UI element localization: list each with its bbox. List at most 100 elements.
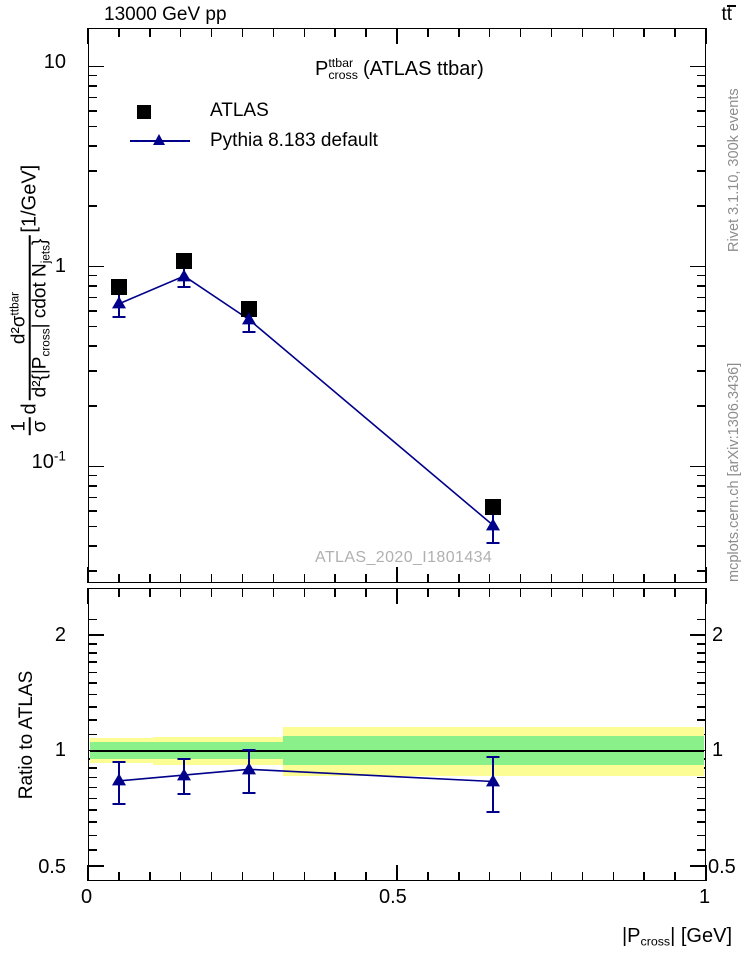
axis-tick bbox=[697, 809, 706, 811]
axis-tick bbox=[88, 474, 97, 477]
legend-item-pythia[interactable]: Pythia 8.183 default bbox=[130, 126, 378, 156]
axis-tick bbox=[697, 821, 706, 823]
axis-tick bbox=[458, 28, 460, 37]
axis-tick bbox=[88, 661, 97, 664]
axis-tick bbox=[697, 145, 706, 147]
axis-tick bbox=[88, 65, 104, 68]
axis-tick bbox=[697, 370, 706, 372]
axis-tick bbox=[88, 465, 104, 468]
axis-tick bbox=[303, 588, 306, 597]
axis-tick bbox=[396, 567, 398, 583]
axis-tick bbox=[697, 797, 706, 800]
axis-tick bbox=[690, 65, 706, 68]
axis-tick bbox=[458, 872, 460, 881]
ratio-error-cap-top bbox=[242, 748, 256, 751]
main-plot-area bbox=[90, 30, 705, 582]
axis-tick bbox=[427, 574, 429, 583]
axis-tick bbox=[88, 642, 97, 645]
axis-tick bbox=[427, 588, 429, 597]
axis-tick bbox=[427, 28, 429, 37]
axis-tick bbox=[88, 786, 97, 789]
axis-tick bbox=[458, 588, 460, 597]
beam-energy-label: 13000 GeV pp bbox=[104, 4, 227, 25]
axis-tick bbox=[690, 864, 706, 867]
axis-tick bbox=[334, 28, 336, 37]
axis-tick bbox=[272, 28, 275, 37]
axis-tick bbox=[690, 465, 706, 468]
mc-polyline bbox=[118, 274, 494, 526]
axis-tick bbox=[303, 574, 306, 583]
axis-tick bbox=[88, 170, 97, 172]
axis-tick bbox=[88, 145, 97, 147]
axis-tick bbox=[88, 651, 97, 654]
axis-tick bbox=[697, 849, 706, 851]
atlas-marker bbox=[175, 252, 192, 269]
axis-tick bbox=[88, 809, 97, 811]
ratio-error-cap-bottom bbox=[242, 791, 256, 794]
ratio-error-cap-bottom bbox=[177, 792, 191, 795]
axis-tick bbox=[118, 28, 120, 37]
axis-tick bbox=[365, 574, 367, 583]
axis-tick bbox=[697, 96, 706, 99]
axis-tick bbox=[88, 296, 97, 299]
axis-tick bbox=[179, 574, 182, 583]
axis-tick bbox=[88, 405, 97, 408]
axis-tick bbox=[88, 776, 97, 779]
axis-tick bbox=[88, 325, 97, 328]
axis-tick bbox=[697, 170, 706, 172]
axis-tick bbox=[149, 588, 151, 597]
axis-tick bbox=[365, 28, 367, 37]
ratio-mc-polyline bbox=[118, 768, 493, 782]
ratio-error-cap-bottom bbox=[112, 802, 126, 805]
legend-marker-line-triangle bbox=[130, 131, 200, 151]
axis-tick bbox=[643, 872, 645, 881]
mc-error-cap-bottom bbox=[242, 331, 256, 334]
axis-tick bbox=[365, 588, 367, 597]
atlas-marker bbox=[484, 498, 501, 515]
axis-tick bbox=[149, 872, 151, 881]
axis-tick bbox=[581, 574, 584, 583]
axis-tick bbox=[697, 786, 706, 789]
axis-tick bbox=[697, 125, 706, 128]
axis-tick bbox=[87, 567, 89, 583]
axis-tick bbox=[697, 74, 706, 77]
axis-tick bbox=[88, 733, 97, 736]
axis-tick bbox=[674, 588, 676, 597]
axis-tick bbox=[697, 693, 706, 696]
axis-tick bbox=[334, 872, 336, 881]
axis-tick bbox=[697, 661, 706, 664]
axis-tick bbox=[427, 872, 429, 881]
axis-tick bbox=[697, 642, 706, 645]
axis-tick bbox=[697, 545, 706, 547]
axis-tick bbox=[88, 682, 97, 684]
axis-tick bbox=[88, 310, 97, 312]
axis-tick bbox=[272, 588, 275, 597]
axis-tick bbox=[612, 588, 615, 597]
ytick-label-1: 1 bbox=[54, 255, 66, 277]
axis-tick bbox=[334, 574, 336, 583]
axis-tick bbox=[488, 872, 491, 881]
axis-tick bbox=[519, 588, 522, 597]
axis-tick bbox=[550, 574, 553, 583]
axis-tick bbox=[87, 588, 89, 604]
axis-tick bbox=[88, 719, 97, 721]
axis-tick bbox=[697, 706, 706, 708]
axis-tick bbox=[458, 574, 460, 583]
xtick-label-0: 0 bbox=[81, 886, 93, 908]
axis-tick bbox=[674, 574, 676, 583]
axis-tick bbox=[643, 28, 645, 37]
axis-tick bbox=[88, 125, 97, 128]
ratio-mc-marker bbox=[241, 762, 256, 775]
axis-tick bbox=[581, 588, 584, 597]
ratio-error-cap-bottom bbox=[486, 810, 500, 813]
legend-item-atlas[interactable]: ATLAS bbox=[130, 96, 378, 126]
mc-error-cap-bottom bbox=[486, 541, 500, 544]
ratio-plot-area bbox=[89, 590, 705, 880]
legend-label-atlas: ATLAS bbox=[210, 100, 269, 121]
axis-tick bbox=[697, 205, 706, 208]
axis-tick bbox=[118, 872, 120, 881]
axis-tick bbox=[697, 525, 706, 528]
ylabel-prefix-fraction: 1 σ bbox=[9, 417, 51, 436]
ratio-error-cap-top bbox=[486, 756, 500, 759]
